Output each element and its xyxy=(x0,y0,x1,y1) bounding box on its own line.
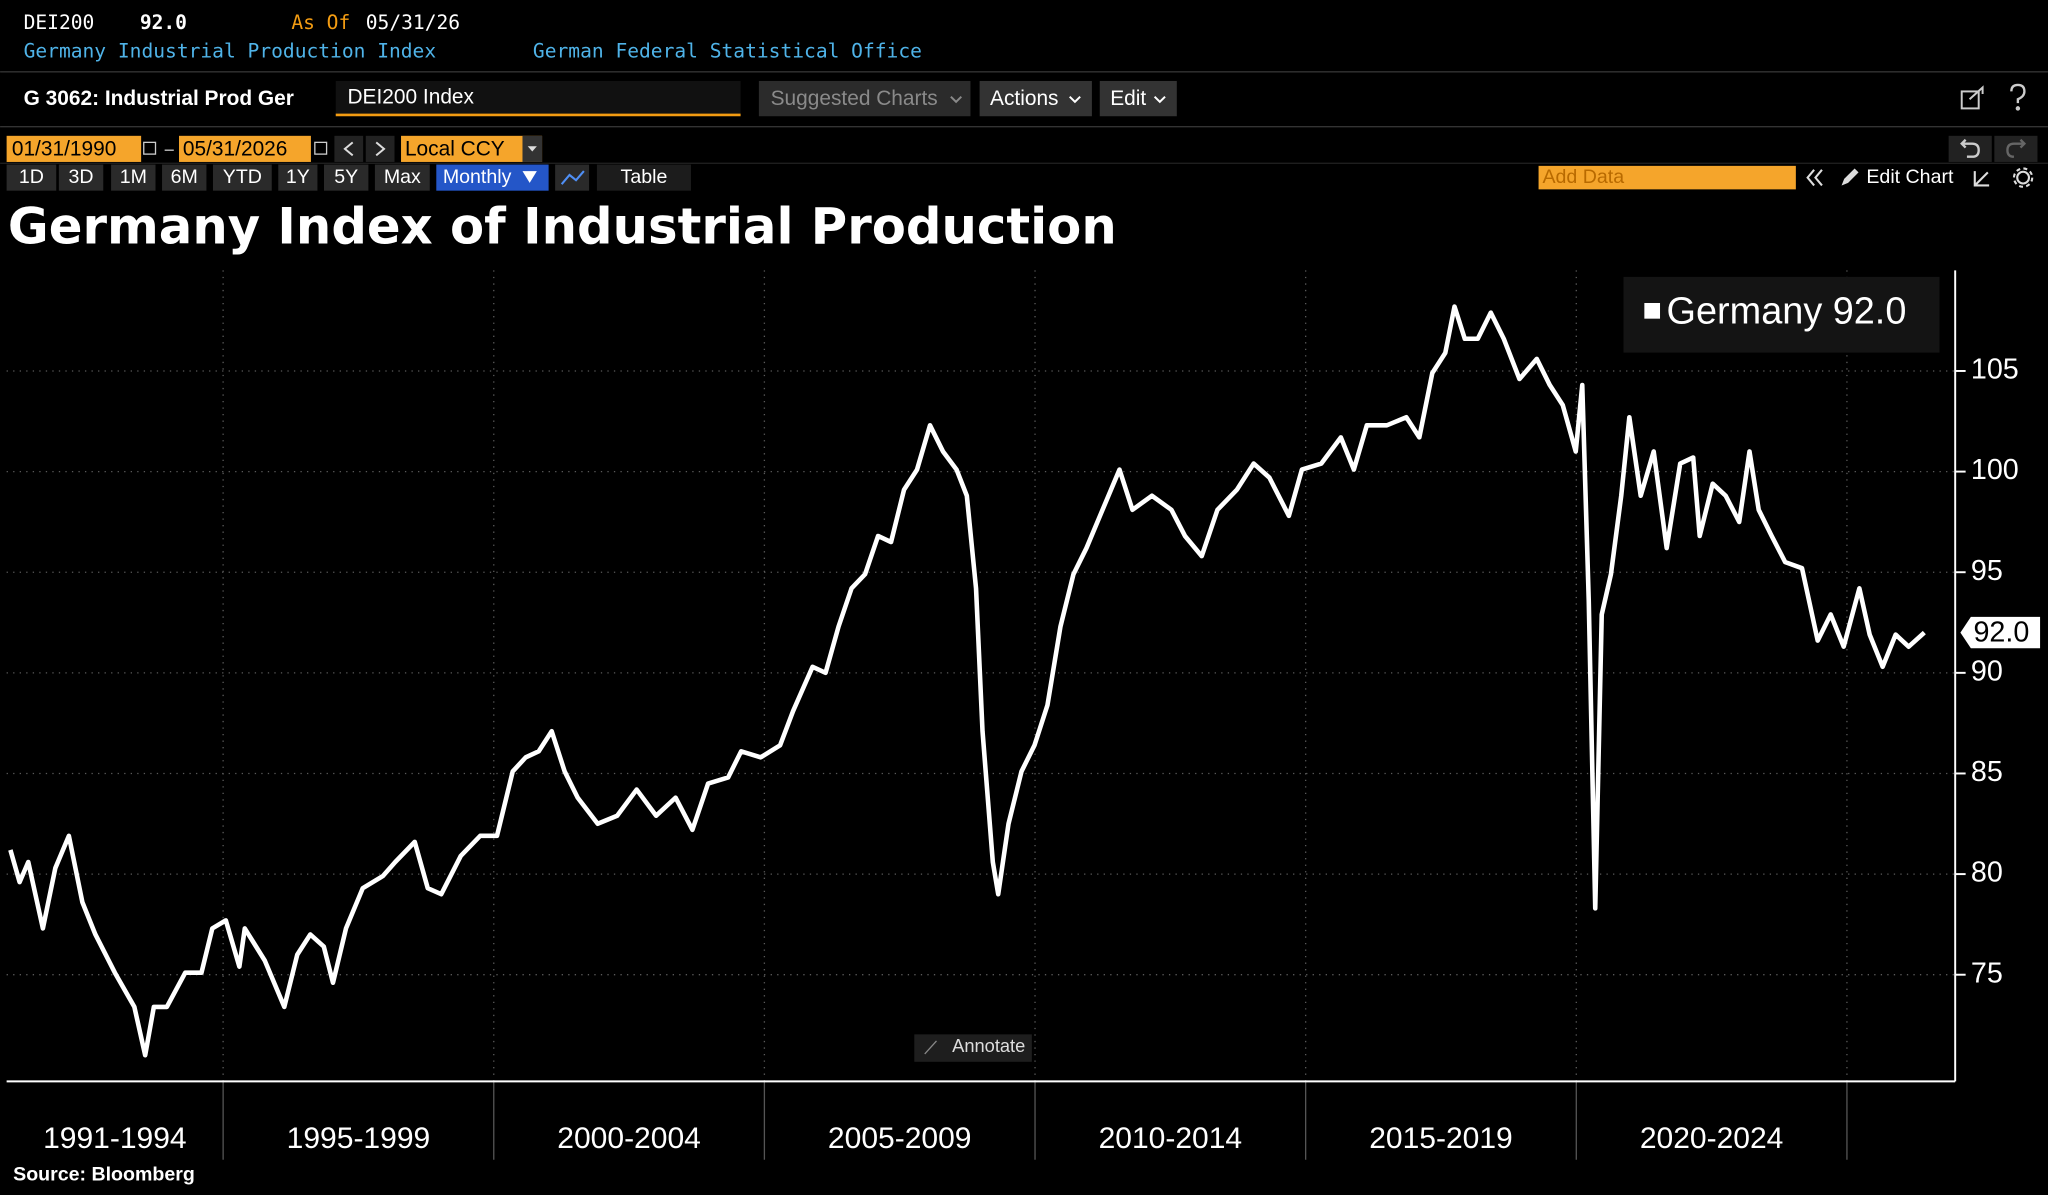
security-input[interactable] xyxy=(335,80,741,115)
chart-title: Germany Index of Industrial Production xyxy=(8,197,1117,255)
x-period-label: 1991-1994 xyxy=(43,1122,187,1155)
add-data-input[interactable] xyxy=(1538,165,1796,190)
currency-select[interactable] xyxy=(401,135,543,162)
legend-name: Germany xyxy=(1667,290,1823,332)
end-date-input[interactable] xyxy=(179,135,311,162)
settings-icons[interactable] xyxy=(1973,167,2034,188)
period-button[interactable] xyxy=(6,164,57,191)
last-price: 92.0 xyxy=(140,11,187,34)
period-label[interactable]: Max xyxy=(384,166,421,188)
start-date[interactable]: 01/31/1990 xyxy=(12,138,116,161)
legend-entry: Germany 92.0 xyxy=(1667,290,1907,332)
share-icon[interactable] xyxy=(1960,85,1984,110)
y-tick-label: 85 xyxy=(1971,756,2003,788)
prev-button[interactable] xyxy=(334,135,364,162)
add-data-placeholder[interactable]: Add Data xyxy=(1542,166,1624,188)
dropdown-arrow xyxy=(527,146,537,152)
help-icon[interactable] xyxy=(2010,83,2026,111)
x-period-label: 2020-2024 xyxy=(1640,1122,1784,1155)
x-period-label: 2000-2004 xyxy=(557,1122,701,1155)
security-input-text[interactable]: DEI200 Index xyxy=(347,85,474,108)
start-date-input[interactable] xyxy=(6,135,142,162)
x-period-label: 2015-2019 xyxy=(1369,1122,1513,1155)
y-tick-label: 75 xyxy=(1971,957,2003,989)
period-button[interactable] xyxy=(111,164,156,191)
y-tick-label: 105 xyxy=(1971,354,2019,386)
next-arrow xyxy=(375,141,386,157)
plot-area: 75 80 85 90 95 100 105 1991-1994 1995-1999 2000-2… xyxy=(6,270,2041,1160)
y-tick-label: 100 xyxy=(1971,454,2019,486)
period-label[interactable]: 6M xyxy=(171,166,198,188)
y-tick-label: 95 xyxy=(1971,555,2003,587)
actions-button[interactable] xyxy=(979,80,1092,117)
legend-value: 92.0 xyxy=(1833,290,1907,332)
period-button[interactable] xyxy=(162,164,207,191)
chevron xyxy=(1069,95,1081,104)
series-line xyxy=(8,304,1926,1058)
x-period-label: 2010-2014 xyxy=(1099,1122,1243,1155)
x-period-label: 1995-1999 xyxy=(287,1122,431,1155)
y-tick-label: 90 xyxy=(1971,655,2003,687)
calendar-icon[interactable] xyxy=(143,141,157,155)
period-label[interactable]: 1Y xyxy=(286,166,310,188)
suggested-charts-label[interactable]: Suggested Charts xyxy=(771,87,938,110)
calendar-icon[interactable] xyxy=(314,141,328,155)
table-button[interactable] xyxy=(596,164,691,191)
period-button[interactable] xyxy=(323,164,369,191)
period-label[interactable]: YTD xyxy=(223,166,262,188)
page-title: G 3062: Industrial Prod Ger xyxy=(24,87,294,110)
chart-type-icon xyxy=(560,170,585,185)
end-date[interactable]: 05/31/2026 xyxy=(183,138,287,161)
period-button[interactable] xyxy=(58,164,104,191)
table-label[interactable]: Table xyxy=(621,166,668,188)
as-of-date: 05/31/26 xyxy=(366,11,460,34)
currency[interactable]: Local CCY xyxy=(405,138,505,161)
period-button[interactable] xyxy=(374,164,430,191)
last-value-tag xyxy=(1960,616,2041,649)
y-tick-label: 80 xyxy=(1971,857,2003,889)
period-button[interactable] xyxy=(212,164,272,191)
edit-icon[interactable] xyxy=(1841,168,1859,186)
annotate-label[interactable]: Annotate xyxy=(952,1035,1025,1056)
annotate-icon xyxy=(924,1040,937,1055)
period-button[interactable] xyxy=(278,164,318,191)
suggested-charts-button[interactable] xyxy=(758,80,971,117)
period-label[interactable]: 1M xyxy=(120,166,147,188)
security-name: Germany Industrial Production Index xyxy=(24,40,437,63)
period-buttons: 1D 3D 1M 6M YTD 1Y 5Y Max xyxy=(6,164,430,191)
annotate-button[interactable] xyxy=(914,1034,1032,1062)
ticker: DEI200 xyxy=(24,11,95,34)
chevron xyxy=(1153,95,1166,104)
as-of-label: As Of xyxy=(291,11,350,34)
edit-chart-label[interactable]: Edit Chart xyxy=(1866,166,1954,188)
prev-arrow xyxy=(343,141,354,157)
edit-label[interactable]: Edit xyxy=(1110,87,1146,110)
undo-redo[interactable] xyxy=(1948,135,2038,162)
next-button[interactable] xyxy=(365,135,395,162)
legend-swatch xyxy=(1644,302,1661,319)
chevron xyxy=(950,95,963,104)
data-source: German Federal Statistical Office xyxy=(533,40,922,63)
period-label[interactable]: 3D xyxy=(69,166,94,188)
frequency[interactable]: Monthly xyxy=(443,166,512,188)
source-note: Source: Bloomberg xyxy=(13,1164,195,1186)
period-label[interactable]: 1D xyxy=(19,166,44,188)
frequency-arrow xyxy=(522,171,537,183)
legend xyxy=(1623,276,1940,353)
last-value-label: 92.0 xyxy=(1973,616,2029,648)
period-label[interactable]: 5Y xyxy=(334,166,358,188)
collapse-icon[interactable] xyxy=(1806,169,1823,187)
actions-label[interactable]: Actions xyxy=(990,87,1058,110)
x-period-label: 2005-2009 xyxy=(828,1122,972,1155)
